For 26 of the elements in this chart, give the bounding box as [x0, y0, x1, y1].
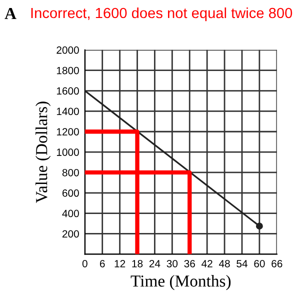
y-tick-label: 800 [62, 168, 79, 176]
x-tick-label: 36 [184, 260, 195, 268]
y-tick-label: 2000 [56, 46, 79, 54]
y-tick-label: 1200 [56, 128, 79, 136]
x-tick-label: 60 [254, 260, 265, 268]
x-tick-label: 12 [114, 260, 126, 268]
x-tick-label: 66 [272, 260, 282, 268]
y-tick-label: 400 [62, 210, 79, 218]
y-tick-label: 1000 [56, 148, 79, 156]
x-tick-label: 6 [100, 260, 105, 268]
x-tick-label: 0 [82, 260, 88, 268]
x-tick-label: 24 [149, 260, 160, 268]
x-tick-label: 48 [218, 260, 230, 268]
x-tick-label: 30 [166, 260, 178, 268]
y-tick-label: 200 [62, 230, 79, 238]
y-tick-label: 600 [62, 189, 79, 197]
y-tick-label: 1600 [56, 87, 79, 95]
y-axis-title: Value (Dollars) [36, 102, 51, 203]
y-tick-label: 1400 [56, 108, 79, 116]
x-axis-title: Time (Months) [130, 274, 231, 290]
text: Incorrect, 1600 does not equal twice 800 [31, 7, 292, 22]
text: A [4, 8, 16, 20]
x-tick-label: 54 [236, 260, 248, 268]
y-tick-label: 1800 [56, 66, 79, 74]
x-tick-label: 18 [132, 260, 143, 268]
x-tick-label: 42 [202, 260, 212, 268]
